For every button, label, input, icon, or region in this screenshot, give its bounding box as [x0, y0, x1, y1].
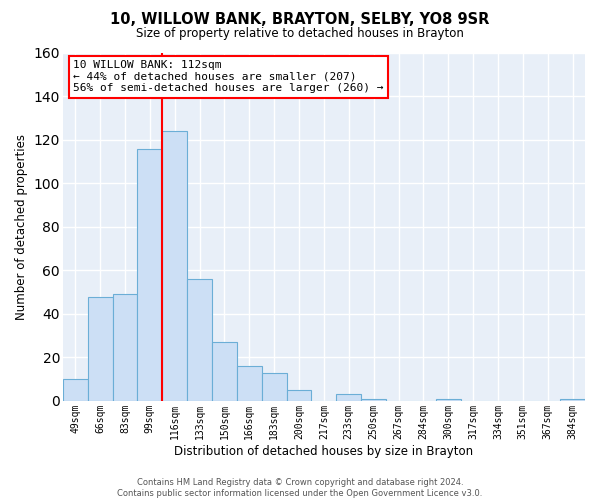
Bar	[262, 372, 287, 401]
Bar	[436, 398, 461, 401]
Bar	[88, 296, 113, 401]
Bar	[237, 366, 262, 401]
Bar	[63, 379, 88, 401]
Text: 10, WILLOW BANK, BRAYTON, SELBY, YO8 9SR: 10, WILLOW BANK, BRAYTON, SELBY, YO8 9SR	[110, 12, 490, 28]
Bar	[113, 294, 137, 401]
Text: Contains HM Land Registry data © Crown copyright and database right 2024.
Contai: Contains HM Land Registry data © Crown c…	[118, 478, 482, 498]
Bar	[361, 398, 386, 401]
Y-axis label: Number of detached properties: Number of detached properties	[15, 134, 28, 320]
Bar	[187, 279, 212, 401]
Text: 10 WILLOW BANK: 112sqm
← 44% of detached houses are smaller (207)
56% of semi-de: 10 WILLOW BANK: 112sqm ← 44% of detached…	[73, 60, 384, 93]
Bar	[560, 398, 585, 401]
X-axis label: Distribution of detached houses by size in Brayton: Distribution of detached houses by size …	[175, 444, 473, 458]
Bar	[287, 390, 311, 401]
Bar	[212, 342, 237, 401]
Bar	[162, 132, 187, 401]
Bar	[337, 394, 361, 401]
Text: Size of property relative to detached houses in Brayton: Size of property relative to detached ho…	[136, 28, 464, 40]
Bar	[137, 148, 162, 401]
